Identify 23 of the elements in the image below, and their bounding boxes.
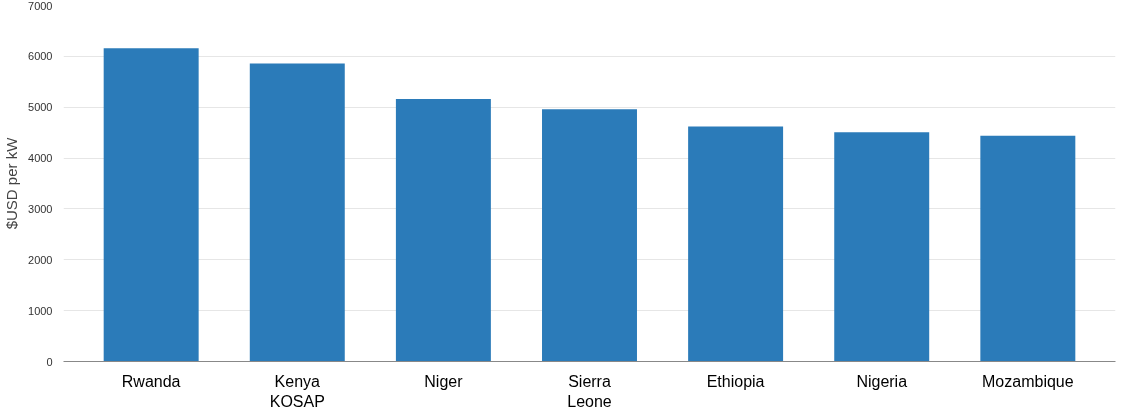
bar bbox=[688, 126, 784, 362]
bar bbox=[103, 48, 199, 362]
x-tick-label: Ethiopia bbox=[706, 372, 765, 390]
x-tick-label: Nigeria bbox=[856, 372, 908, 390]
bar bbox=[980, 135, 1076, 362]
y-tick-label: 2000 bbox=[28, 253, 53, 266]
y-axis-title: $USD per kW bbox=[3, 136, 21, 230]
x-tick-label: Rwanda bbox=[121, 372, 181, 390]
y-tick-label: 7000 bbox=[28, 0, 53, 12]
y-tick-label: 0 bbox=[46, 355, 53, 368]
bar bbox=[542, 109, 637, 362]
x-tick-label: Sierra Leone bbox=[567, 372, 612, 410]
bar bbox=[395, 99, 491, 362]
bar bbox=[834, 132, 930, 362]
y-tick-label: 3000 bbox=[28, 202, 53, 215]
y-tick-label: 5000 bbox=[28, 101, 53, 114]
y-tick-label: 1000 bbox=[28, 304, 53, 317]
bar bbox=[249, 63, 345, 362]
y-tick-label: 4000 bbox=[28, 152, 53, 165]
y-tick-label: 6000 bbox=[28, 50, 53, 63]
x-tick-label: Kenya KOSAP bbox=[269, 372, 325, 410]
x-tick-label: Mozambique bbox=[982, 372, 1074, 390]
x-tick-label: Niger bbox=[424, 372, 464, 390]
